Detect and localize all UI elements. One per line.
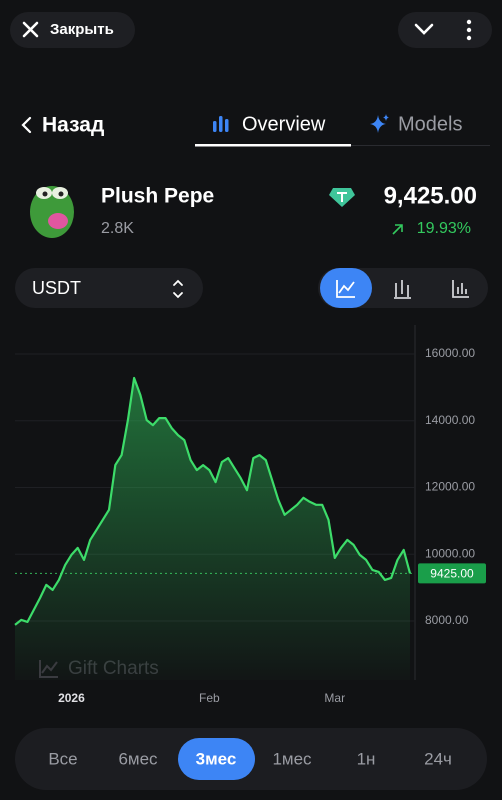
close-pill: [10, 12, 135, 48]
y-tick-label: 8000.00: [425, 613, 469, 627]
candle-icon[interactable]: [394, 280, 411, 299]
period-label: 1н: [357, 749, 376, 768]
period-button[interactable]: 6мес: [118, 749, 158, 768]
tab-icon: [219, 116, 223, 132]
back-button[interactable]: Назад: [21, 114, 104, 137]
tab-label: Overview: [242, 113, 326, 135]
y-tick-label: 14000.00: [425, 413, 475, 427]
close-label: Закрыть: [50, 21, 114, 38]
period-label: 1мес: [272, 749, 312, 768]
y-tick-label: 16000.00: [425, 346, 475, 360]
y-tick-label: 10000.00: [425, 546, 475, 560]
tab-label: Models: [398, 113, 462, 135]
asset-image: [30, 186, 74, 238]
asset-price: 9,425.00: [384, 182, 477, 209]
period-button[interactable]: 1н: [357, 749, 376, 768]
period-button[interactable]: 1мес: [272, 749, 312, 768]
up-arrow: [392, 224, 403, 235]
pepe-heart: [48, 213, 68, 229]
asset-change: 19.93%: [417, 220, 471, 237]
tab-underline: [195, 144, 351, 147]
area: [15, 378, 410, 680]
select-bg: [15, 268, 203, 308]
dot: [466, 27, 472, 33]
chart-type-toggle: [318, 268, 488, 308]
chart: Gift Charts 8000.0010000.0012000.0014000…: [14, 325, 486, 705]
select-icon: [173, 279, 183, 299]
x-tick-label: Feb: [199, 691, 220, 705]
chevron-down: [414, 23, 434, 35]
period-label: 24ч: [424, 749, 452, 768]
period-button[interactable]: 24ч: [424, 749, 452, 768]
menu-pill[interactable]: [398, 12, 492, 48]
dot: [466, 35, 472, 41]
tether-mark: [337, 192, 347, 202]
tab-icon: [225, 119, 229, 132]
x-tick-label: 2026: [58, 691, 85, 705]
period-label: Все: [48, 749, 77, 768]
period-button[interactable]: Все: [48, 749, 77, 768]
last-price-label: 9425.00: [430, 567, 474, 581]
asset-volume: 2.8K: [101, 220, 134, 237]
back-label: Назад: [42, 114, 104, 137]
close-button[interactable]: Закрыть: [10, 12, 135, 48]
tab-models[interactable]: Models: [370, 113, 462, 135]
currency-label: USDT: [32, 278, 81, 298]
period-label: 6мес: [118, 749, 158, 768]
asset-name: Plush Pepe: [101, 185, 214, 208]
watermark-icon: [39, 660, 58, 678]
x-tick-label: Mar: [324, 691, 345, 705]
tab-overview[interactable]: Overview: [213, 113, 326, 135]
y-tick-label: 12000.00: [425, 480, 475, 494]
close-icon: [22, 21, 39, 38]
menu-bg: [398, 12, 492, 48]
line-icon: [336, 280, 355, 298]
dot: [466, 19, 472, 25]
tab-divider: [351, 145, 490, 146]
tab-icon: [213, 121, 217, 132]
period-label: 3мес: [196, 749, 237, 768]
tab-icon: [370, 114, 389, 133]
period-button[interactable]: 3мес: [178, 738, 255, 780]
back-icon: [21, 116, 32, 134]
price-line: [14, 376, 412, 626]
currency-select[interactable]: USDT: [15, 268, 203, 308]
last-price-badge: [418, 563, 486, 584]
pepe-pupil: [58, 191, 64, 197]
period-selected: [178, 738, 255, 780]
pepe-pupil: [42, 191, 48, 197]
bar-icon[interactable]: [452, 280, 469, 298]
